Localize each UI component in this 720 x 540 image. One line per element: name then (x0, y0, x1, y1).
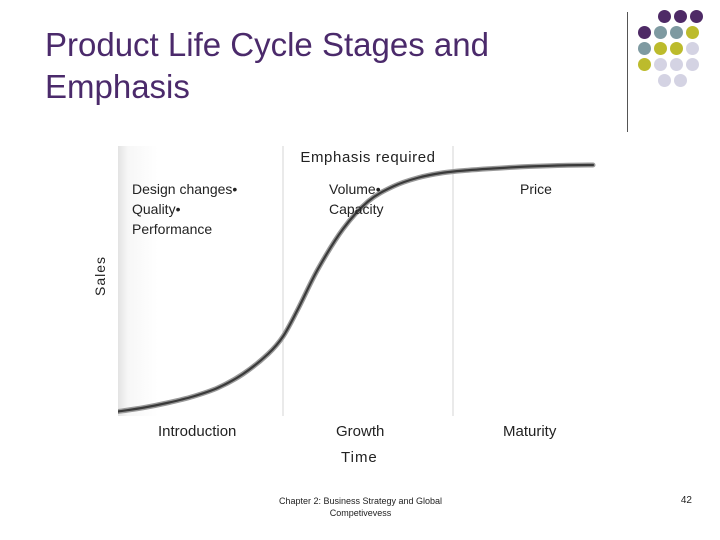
decorative-dot (658, 10, 671, 23)
decorative-dot (674, 74, 687, 87)
bullet-icon: • (232, 181, 238, 197)
slide-title: Product Life Cycle Stages and Emphasis (45, 26, 489, 105)
decorative-dot (686, 26, 699, 39)
title-divider-line (627, 12, 628, 132)
stage-label-maturity: Maturity (503, 423, 557, 440)
stage-label-growth: Growth (336, 423, 385, 440)
stage-emphasis-maturity: Price (520, 179, 552, 199)
sales-curve (118, 163, 595, 413)
decorative-dot (686, 42, 699, 55)
decorative-dot (658, 74, 671, 87)
chart-title: Emphasis required (300, 149, 436, 166)
emphasis-item: Quality (132, 201, 176, 217)
decorative-dot (670, 42, 683, 55)
stage-emphasis-introduction: Design changes• Quality• Performance (132, 179, 237, 239)
y-axis-label: Sales (92, 255, 108, 297)
decorative-dot (654, 42, 667, 55)
emphasis-item: Design changes (132, 181, 233, 197)
decorative-dot (638, 58, 651, 71)
bullet-icon: • (375, 181, 381, 197)
life-cycle-chart (118, 146, 618, 416)
bullet-icon: • (175, 201, 181, 217)
decorative-dot (670, 26, 683, 39)
decorative-dot (674, 10, 687, 23)
decorative-dot (690, 10, 703, 23)
decorative-dot (638, 42, 651, 55)
emphasis-item: Capacity (329, 201, 384, 217)
stage-emphasis-growth: Volume• Capacity (329, 179, 383, 219)
decorative-dot (638, 26, 651, 39)
decorative-dot (686, 58, 699, 71)
emphasis-item: Volume (329, 181, 376, 197)
decorative-dot (670, 58, 683, 71)
stage-label-introduction: Introduction (158, 423, 237, 440)
x-axis-label: Time (341, 449, 378, 466)
emphasis-item: Price (520, 181, 552, 197)
slide-footer: Chapter 2: Business Strategy and Global … (278, 496, 443, 518)
decorative-dot (654, 26, 667, 39)
emphasis-item: Performance (132, 221, 213, 237)
chart-svg (118, 146, 596, 416)
page-number: 42 (680, 495, 692, 506)
decorative-dot-grid (638, 10, 718, 120)
decorative-dot (654, 58, 667, 71)
